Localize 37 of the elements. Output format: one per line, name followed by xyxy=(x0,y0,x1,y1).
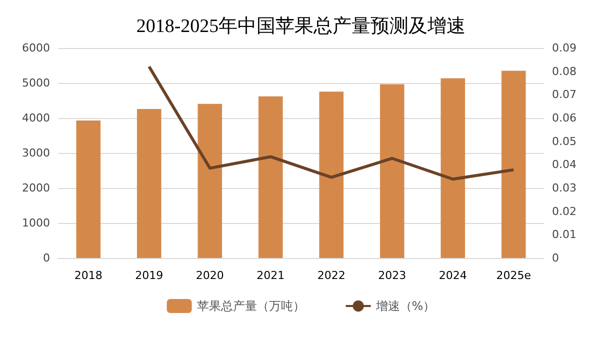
bar xyxy=(380,84,404,258)
line-series xyxy=(148,65,516,181)
legend-label: 增速（%） xyxy=(374,299,436,313)
x-tick-label: 2025e xyxy=(496,269,532,282)
y-tick-label: 0 xyxy=(43,252,50,264)
y-tick-label: 3000 xyxy=(22,146,50,160)
y2-tick-label: 0 xyxy=(552,252,559,264)
x-tick-label: 2018 xyxy=(74,269,102,282)
y2-tick-label: 0.06 xyxy=(552,112,576,124)
y-tick-label: 2000 xyxy=(22,182,50,194)
bar xyxy=(136,109,162,258)
y-tick-label: 5000 xyxy=(22,76,50,90)
x-tick-label: 2023 xyxy=(378,269,406,282)
y-tick-label: 1000 xyxy=(22,216,50,230)
bar xyxy=(198,104,222,258)
y2-tick-label: 0.04 xyxy=(552,158,576,172)
y2-tick-label: 0.07 xyxy=(552,88,576,102)
legend-label: 苹果总产量（万吨） xyxy=(196,299,305,313)
y2-tick-label: 0.02 xyxy=(552,204,576,218)
bar xyxy=(440,78,466,258)
chart-title: 2018-2025年中国苹果总产量预测及增速 xyxy=(136,16,466,37)
y2-tick-label: 0.09 xyxy=(552,42,576,54)
x-tick-label: 2022 xyxy=(317,269,346,282)
x-tick-label: 2020 xyxy=(196,269,224,282)
y2-tick-label: 0.08 xyxy=(552,64,576,78)
y-tick-label: 6000 xyxy=(22,42,50,54)
bar xyxy=(76,120,101,258)
y2-tick-label: 0.03 xyxy=(552,182,576,194)
y2-tick-label: 0.01 xyxy=(552,228,576,242)
x-tick-label: 2019 xyxy=(135,269,164,282)
bar xyxy=(258,96,283,258)
y-tick-label: 4000 xyxy=(22,112,50,124)
bar xyxy=(319,92,344,258)
y2-tick-label: 0.05 xyxy=(552,134,576,148)
x-tick-label: 2021 xyxy=(256,269,285,282)
bar xyxy=(501,70,526,258)
x-tick-label: 2024 xyxy=(438,269,467,282)
